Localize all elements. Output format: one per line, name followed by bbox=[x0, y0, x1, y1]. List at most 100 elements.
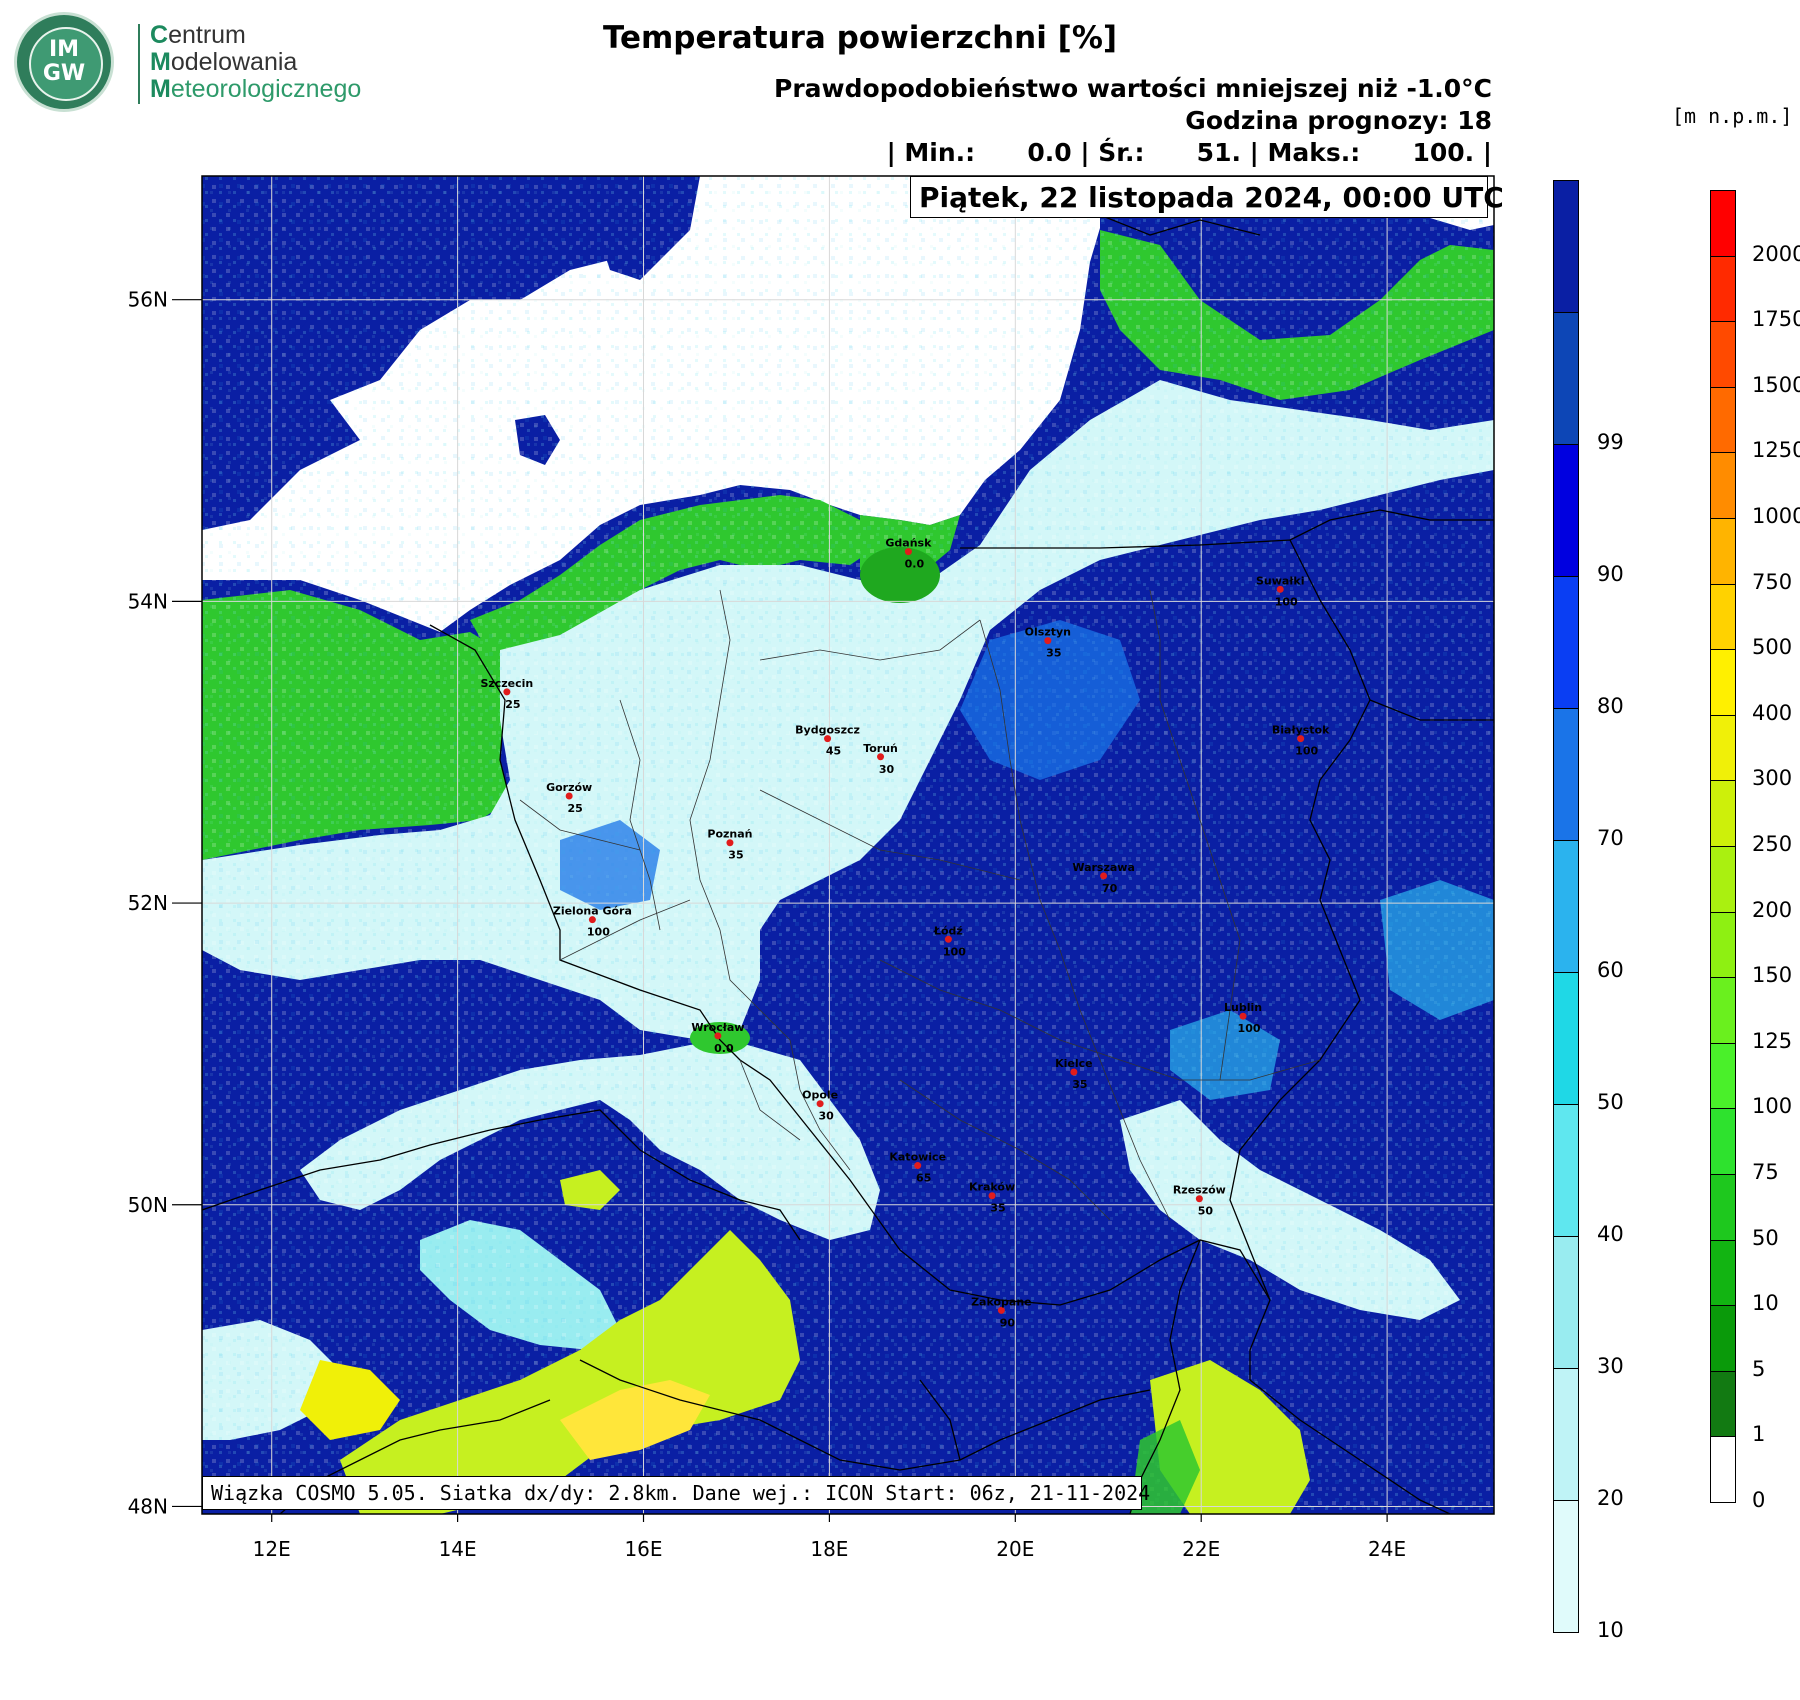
legend-swatch bbox=[1710, 846, 1736, 913]
city-dot bbox=[997, 1306, 1005, 1314]
logo-mark-bottom: GW bbox=[42, 61, 86, 86]
legend-label: 40 bbox=[1597, 1222, 1624, 1246]
city-name: Łódź bbox=[933, 924, 963, 937]
city-value: 30 bbox=[879, 763, 895, 776]
legend-swatch bbox=[1710, 1042, 1736, 1110]
map-frame bbox=[201, 175, 1495, 1515]
map-title: Temperatura powierzchni [%] bbox=[602, 20, 1118, 56]
legend-label: 50 bbox=[1752, 1225, 1779, 1250]
legend-label: 20 bbox=[1597, 1486, 1624, 1510]
city-name: Gdańsk bbox=[885, 537, 932, 550]
legend-label: 10 bbox=[1597, 1618, 1624, 1642]
city-markers: Gdańsk 0.0 Suwałki 100 Olsztyn 35 Szczecin 25 By… bbox=[480, 537, 1330, 1330]
legend-label: 750 bbox=[1752, 569, 1793, 594]
city-dot bbox=[816, 1100, 824, 1108]
city-name: Olsztyn bbox=[1025, 626, 1071, 639]
city-marker: Suwałki 100 bbox=[1256, 574, 1305, 608]
legend-swatch bbox=[1710, 452, 1736, 519]
city-value: 0.0 bbox=[714, 1042, 734, 1055]
legend-swatch bbox=[1553, 1236, 1579, 1369]
city-value: 65 bbox=[916, 1172, 931, 1185]
city-marker: Bydgoszcz 45 bbox=[795, 724, 860, 758]
city-dot bbox=[1195, 1195, 1203, 1203]
city-name: Zielona Góra bbox=[553, 905, 632, 918]
legend-label: 2000 bbox=[1752, 241, 1800, 266]
legend-label: 1 bbox=[1752, 1422, 1766, 1447]
legend-swatch bbox=[1553, 1104, 1579, 1237]
city-value: 35 bbox=[728, 849, 743, 862]
city-dot bbox=[714, 1032, 722, 1040]
city-value: 25 bbox=[567, 802, 582, 815]
legend-swatch bbox=[1710, 1305, 1736, 1372]
forecast-hour: Godzina prognozy: 18 bbox=[1185, 106, 1492, 135]
legend-swatch bbox=[1710, 583, 1736, 651]
legend-label: 75 bbox=[1752, 1160, 1779, 1184]
lon-tick-label: 16E bbox=[624, 1537, 662, 1561]
legend-label: 30 bbox=[1597, 1354, 1624, 1378]
elevation-units-label: [m n.p.m.] bbox=[1672, 104, 1793, 128]
city-name: Zakopane bbox=[971, 1295, 1032, 1308]
city-value: 35 bbox=[990, 1202, 1005, 1215]
legend-label: 1500 bbox=[1752, 372, 1800, 397]
city-marker: Poznań 35 bbox=[707, 828, 752, 862]
model-info: Wiązka COSMO 5.05. Siatka dx/dy: 2.8km. … bbox=[202, 1476, 1150, 1510]
lon-tick-label: 24E bbox=[1368, 1537, 1406, 1561]
carpathian-warm-zone bbox=[340, 1230, 800, 1514]
city-dot bbox=[1239, 1012, 1247, 1020]
city-name: Warszawa bbox=[1072, 861, 1135, 874]
city-dot bbox=[988, 1192, 996, 1200]
city-name: Kielce bbox=[1055, 1057, 1093, 1070]
city-name: Szczecin bbox=[480, 677, 533, 690]
legend-label: 60 bbox=[1597, 958, 1624, 982]
legend-swatch bbox=[1710, 1174, 1736, 1241]
legend-swatch bbox=[1553, 1368, 1579, 1501]
city-value: 45 bbox=[826, 745, 841, 758]
city-name: Katowice bbox=[889, 1151, 946, 1164]
city-value: 70 bbox=[1102, 882, 1118, 895]
imgw-seal-icon: IM GW bbox=[14, 12, 114, 112]
legend-swatch bbox=[1710, 321, 1736, 388]
legend-swatch bbox=[1710, 1436, 1736, 1503]
legend-label: 99 bbox=[1597, 430, 1624, 454]
legend-swatch bbox=[1710, 386, 1736, 454]
city-marker: Rzeszów 50 bbox=[1173, 1184, 1226, 1218]
city-marker: Szczecin 25 bbox=[480, 677, 533, 711]
city-marker: Opole 30 bbox=[802, 1089, 838, 1123]
city-name: Poznań bbox=[707, 828, 752, 841]
lat-tick-label: 50N bbox=[128, 1193, 168, 1217]
city-value: 100 bbox=[1238, 1022, 1261, 1035]
city-marker: Łódź 100 bbox=[933, 924, 966, 958]
legend-label: 400 bbox=[1752, 700, 1793, 725]
legend-swatch bbox=[1710, 714, 1736, 782]
city-name: Opole bbox=[802, 1089, 838, 1102]
city-marker: Zakopane 90 bbox=[971, 1295, 1032, 1329]
legend-swatch bbox=[1710, 911, 1736, 979]
lon-tick-label: 20E bbox=[996, 1537, 1034, 1561]
city-dot bbox=[1070, 1068, 1078, 1076]
city-marker: Olsztyn 35 bbox=[1025, 626, 1071, 660]
city-dot bbox=[1276, 585, 1284, 593]
legend-label: 70 bbox=[1597, 826, 1624, 850]
legend-swatch bbox=[1553, 576, 1579, 709]
legend-swatch bbox=[1710, 518, 1736, 585]
city-name: Kraków bbox=[969, 1181, 1015, 1194]
city-name: Gorzów bbox=[546, 781, 592, 794]
lat-tick-label: 56N bbox=[128, 288, 168, 312]
city-value: 100 bbox=[943, 945, 966, 958]
legend-label: 500 bbox=[1752, 635, 1793, 660]
city-value: 90 bbox=[1000, 1316, 1016, 1329]
lat-tick-label: 48N bbox=[128, 1494, 168, 1518]
city-marker: Kraków 35 bbox=[969, 1181, 1015, 1215]
lon-tick-label: 12E bbox=[253, 1537, 291, 1561]
legend-label: 10 bbox=[1752, 1291, 1779, 1316]
city-value: 100 bbox=[587, 926, 610, 939]
legend-label: 250 bbox=[1752, 832, 1793, 856]
city-marker: Zielona Góra 100 bbox=[553, 905, 632, 939]
city-marker: Gdańsk 0.0 bbox=[885, 537, 932, 571]
city-value: 35 bbox=[1072, 1078, 1087, 1091]
map-subtitle: Prawdopodobieństwo wartości mniejszej ni… bbox=[774, 74, 1492, 103]
city-marker: Kielce 35 bbox=[1055, 1057, 1093, 1091]
city-dot bbox=[904, 548, 912, 556]
legend-label: 200 bbox=[1752, 897, 1793, 922]
legend-swatch bbox=[1710, 780, 1736, 847]
